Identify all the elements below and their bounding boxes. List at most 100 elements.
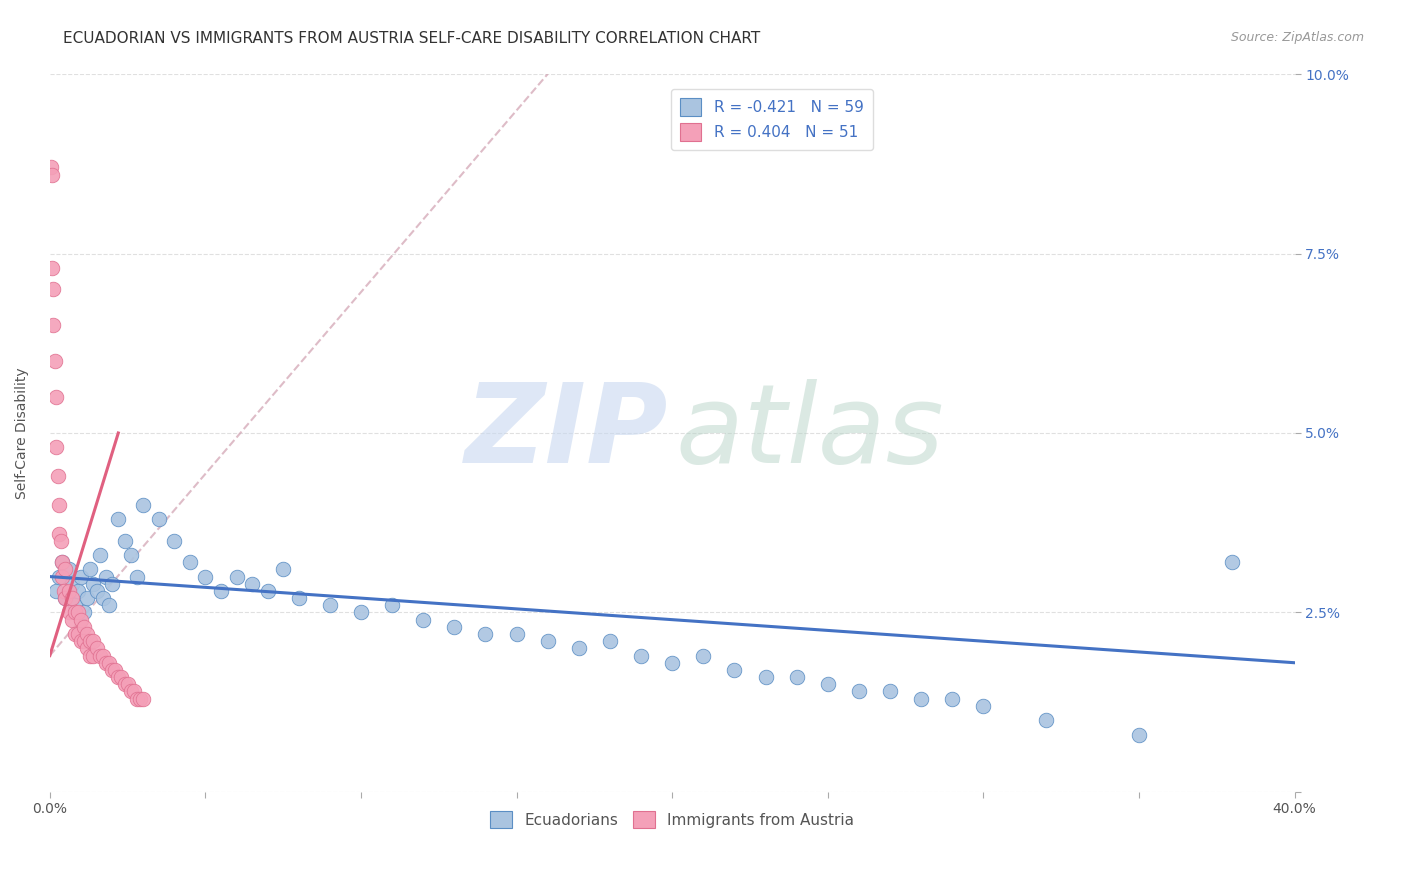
Point bbox=[723, 663, 745, 677]
Point bbox=[101, 663, 124, 677]
Point bbox=[45, 583, 67, 598]
Point bbox=[194, 569, 217, 583]
Point bbox=[148, 512, 170, 526]
Point bbox=[692, 648, 714, 663]
Point bbox=[89, 648, 111, 663]
Point bbox=[91, 648, 114, 663]
Point bbox=[51, 555, 73, 569]
Point bbox=[537, 634, 560, 648]
Point bbox=[48, 498, 70, 512]
Point bbox=[73, 620, 96, 634]
Point bbox=[132, 498, 155, 512]
Point bbox=[86, 641, 108, 656]
Point bbox=[879, 684, 901, 698]
Point bbox=[114, 677, 136, 691]
Point bbox=[474, 627, 496, 641]
Point bbox=[58, 606, 80, 620]
Point bbox=[256, 583, 278, 598]
Point bbox=[60, 576, 83, 591]
Point bbox=[104, 663, 127, 677]
Point bbox=[63, 627, 86, 641]
Point bbox=[1128, 727, 1150, 741]
Point bbox=[66, 606, 89, 620]
Point bbox=[240, 576, 263, 591]
Legend: Ecuadorians, Immigrants from Austria: Ecuadorians, Immigrants from Austria bbox=[485, 805, 860, 835]
Point bbox=[41, 161, 63, 175]
Point bbox=[381, 599, 404, 613]
Point bbox=[91, 591, 114, 606]
Point bbox=[209, 583, 232, 598]
Point bbox=[910, 691, 932, 706]
Point bbox=[66, 627, 89, 641]
Point bbox=[58, 583, 80, 598]
Point bbox=[82, 634, 104, 648]
Point bbox=[48, 569, 70, 583]
Point bbox=[42, 318, 65, 333]
Point bbox=[63, 599, 86, 613]
Point bbox=[60, 591, 83, 606]
Point bbox=[1035, 713, 1057, 727]
Point bbox=[107, 512, 129, 526]
Point bbox=[79, 648, 101, 663]
Point bbox=[125, 691, 148, 706]
Point bbox=[70, 569, 93, 583]
Point bbox=[661, 656, 683, 670]
Point bbox=[110, 670, 132, 684]
Point bbox=[45, 441, 67, 455]
Point bbox=[412, 613, 434, 627]
Point bbox=[97, 656, 120, 670]
Point bbox=[114, 533, 136, 548]
Point bbox=[51, 555, 73, 569]
Point bbox=[44, 354, 66, 368]
Point bbox=[817, 677, 839, 691]
Point bbox=[76, 641, 98, 656]
Point bbox=[60, 613, 83, 627]
Point bbox=[271, 562, 294, 576]
Point bbox=[55, 591, 77, 606]
Point bbox=[73, 606, 96, 620]
Point bbox=[94, 569, 117, 583]
Point bbox=[51, 569, 73, 583]
Point bbox=[79, 634, 101, 648]
Point bbox=[97, 599, 120, 613]
Text: ECUADORIAN VS IMMIGRANTS FROM AUSTRIA SELF-CARE DISABILITY CORRELATION CHART: ECUADORIAN VS IMMIGRANTS FROM AUSTRIA SE… bbox=[63, 31, 761, 46]
Point bbox=[70, 613, 93, 627]
Point bbox=[786, 670, 808, 684]
Point bbox=[287, 591, 309, 606]
Point bbox=[55, 591, 77, 606]
Point bbox=[179, 555, 201, 569]
Point bbox=[599, 634, 621, 648]
Point bbox=[66, 583, 89, 598]
Text: atlas: atlas bbox=[676, 379, 945, 486]
Point bbox=[70, 634, 93, 648]
Point bbox=[48, 526, 70, 541]
Point bbox=[754, 670, 776, 684]
Point bbox=[89, 548, 111, 562]
Point bbox=[120, 548, 142, 562]
Point bbox=[46, 469, 69, 483]
Point bbox=[94, 656, 117, 670]
Point bbox=[82, 576, 104, 591]
Point bbox=[76, 591, 98, 606]
Point bbox=[630, 648, 652, 663]
Point bbox=[41, 168, 63, 182]
Point bbox=[319, 599, 342, 613]
Point bbox=[848, 684, 870, 698]
Point bbox=[73, 634, 96, 648]
Point bbox=[76, 627, 98, 641]
Point bbox=[52, 583, 75, 598]
Point bbox=[82, 648, 104, 663]
Point bbox=[568, 641, 591, 656]
Point bbox=[107, 670, 129, 684]
Point bbox=[225, 569, 247, 583]
Point bbox=[129, 691, 152, 706]
Point bbox=[125, 569, 148, 583]
Text: ZIP: ZIP bbox=[465, 379, 668, 486]
Point bbox=[63, 606, 86, 620]
Point bbox=[941, 691, 963, 706]
Point bbox=[132, 691, 155, 706]
Point bbox=[79, 562, 101, 576]
Point bbox=[49, 533, 72, 548]
Point bbox=[350, 606, 373, 620]
Point bbox=[122, 684, 145, 698]
